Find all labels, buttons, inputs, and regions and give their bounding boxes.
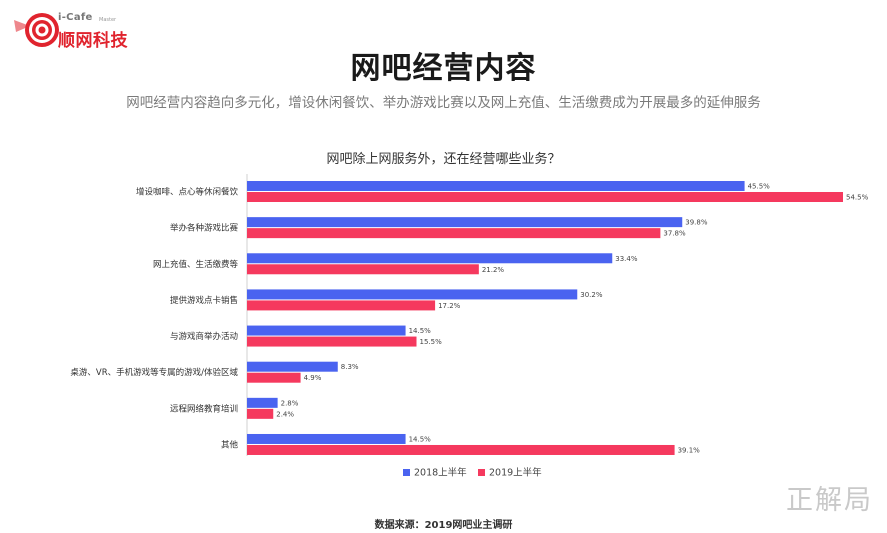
bar-2019: [247, 264, 479, 275]
bar-2019: [247, 192, 843, 202]
value-label-2019: 54.5%: [846, 194, 869, 202]
category-label: 增设咖啡、点心等休闲餐饮: [136, 187, 239, 198]
value-label-2019: 37.8%: [663, 230, 686, 238]
logo-text-en-small: Master: [99, 17, 117, 23]
value-label-2019: 2.4%: [276, 410, 294, 418]
category-label: 网上充值、生活缴费等: [153, 259, 239, 270]
bar-2018: [247, 361, 338, 372]
bar-2018: [247, 253, 613, 264]
bar-2019: [247, 372, 301, 383]
legend-swatch-2019: [478, 469, 485, 476]
bar-2018: [247, 217, 683, 228]
bar-2019: [247, 444, 675, 455]
category-label: 远程网络教育培训: [170, 403, 238, 414]
logo-text-en: i-Cafe: [58, 12, 93, 23]
bar-2019: [247, 300, 436, 311]
bar-2019: [247, 408, 274, 419]
page-subtitle: 网吧经营内容趋向多元化，增设休闲餐饮、举办游戏比赛以及网上充值、生活缴费成为开展…: [126, 95, 761, 111]
value-label-2019: 4.9%: [304, 374, 322, 382]
value-label-2018: 8.3%: [341, 363, 359, 371]
value-label-2018: 14.5%: [409, 435, 432, 443]
value-label-2019: 39.1%: [678, 446, 701, 454]
bar-2019: [247, 228, 661, 239]
category-label: 举办各种游戏比赛: [170, 223, 239, 234]
value-label-2018: 2.8%: [281, 399, 299, 407]
dartboard-logo-icon: [14, 13, 59, 47]
logo-text-cn: 顺网科技: [58, 31, 128, 51]
value-label-2019: 21.2%: [482, 266, 505, 274]
bar-2018: [247, 433, 406, 444]
bar-2018: [247, 181, 745, 191]
page-title: 网吧经营内容: [350, 51, 537, 86]
value-label-2018: 33.4%: [615, 255, 638, 263]
brand-logo: i-Cafe Master 顺网科技: [12, 6, 152, 54]
value-label-2019: 15.5%: [420, 338, 443, 346]
category-label: 桌游、VR、手机游戏等专属的游戏/体验区域: [70, 367, 238, 378]
chart-question: 网吧除上网服务外，还在经营哪些业务？: [326, 152, 561, 167]
legend-label-2019: 2019上半年: [489, 467, 542, 479]
bar-2019: [247, 336, 417, 347]
legend-swatch-2018: [403, 469, 410, 476]
value-label-2018: 39.8%: [685, 219, 708, 227]
category-label: 其他: [221, 439, 239, 450]
bar-2018: [247, 397, 278, 408]
value-label-2018: 45.5%: [748, 183, 771, 191]
watermark-text: 正解局: [786, 485, 873, 516]
bar-2018: [247, 289, 578, 300]
value-label-2019: 17.2%: [438, 302, 461, 310]
category-label: 提供游戏点卡销售: [170, 295, 238, 306]
category-label: 与游戏商举办活动: [170, 331, 239, 342]
value-label-2018: 14.5%: [409, 327, 432, 335]
bar-2018: [247, 325, 406, 336]
data-source: 数据来源：2019网吧业主调研: [374, 520, 513, 531]
legend-label-2018: 2018上半年: [414, 467, 467, 479]
value-label-2018: 30.2%: [580, 291, 603, 299]
